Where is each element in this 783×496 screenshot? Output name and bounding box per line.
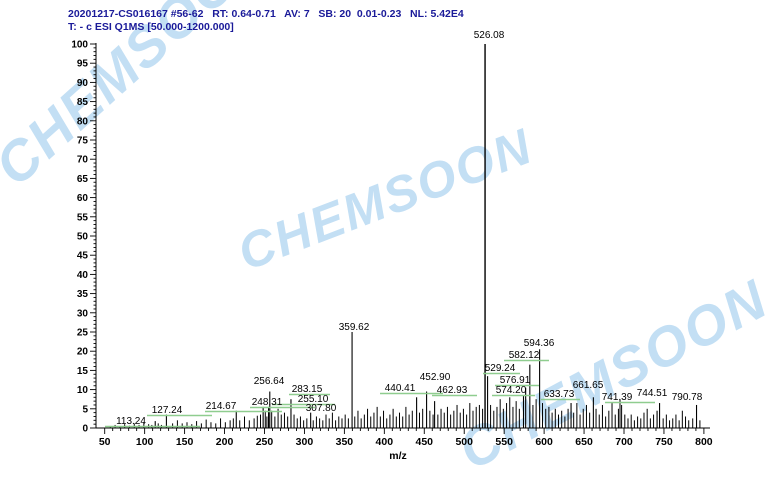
y-tick-label: 35: [77, 289, 89, 300]
peak-label: 526.08: [474, 30, 505, 41]
x-tick-label: 50: [99, 436, 111, 448]
x-tick-label: 750: [655, 436, 673, 448]
x-tick-label: 150: [176, 436, 194, 448]
peak-label: 359.62: [339, 322, 370, 333]
y-tick-label: 60: [77, 193, 89, 204]
y-tick-label: 80: [77, 116, 89, 127]
x-tick-label: 200: [216, 436, 234, 448]
peak-label: 127.24: [152, 405, 183, 416]
peak-label: 283.15: [292, 384, 323, 395]
y-tick-label: 90: [77, 78, 89, 89]
y-tick-label: 5: [82, 404, 88, 415]
peak-label: 214.67: [206, 401, 237, 412]
peak-label: 307.80: [306, 403, 337, 414]
peak-label: 256.64: [254, 376, 285, 387]
y-tick-label: 30: [77, 308, 89, 319]
x-tick-label: 500: [455, 436, 473, 448]
x-axis-title: m/z: [389, 450, 407, 462]
y-tick-label: 10: [77, 385, 89, 396]
y-tick-label: 40: [77, 270, 89, 281]
x-tick-label: 100: [136, 436, 154, 448]
y-tick-label: 55: [77, 212, 89, 223]
peak-label: 790.78: [672, 392, 703, 403]
y-tick-label: 0: [82, 424, 88, 435]
x-tick-label: 700: [615, 436, 633, 448]
x-tick-label: 250: [256, 436, 274, 448]
peak-label: 529.24: [485, 363, 516, 374]
peak-label: 574.20: [496, 385, 527, 396]
x-tick-label: 350: [336, 436, 354, 448]
peak-label: 462.93: [437, 385, 468, 396]
peak-label: 633.73: [544, 389, 575, 400]
peak-label: 741.39: [602, 392, 633, 403]
y-tick-label: 70: [77, 155, 89, 166]
peak-label: 661.65: [573, 380, 604, 391]
x-tick-label: 650: [575, 436, 593, 448]
peak-label: 594.36: [524, 338, 555, 349]
peak-label: 255.10: [298, 394, 329, 405]
y-tick-label: 50: [77, 232, 89, 243]
peak-label: 582.12: [509, 350, 540, 361]
x-tick-label: 600: [535, 436, 553, 448]
y-tick-label: 100: [71, 40, 88, 51]
y-tick-label: 75: [77, 136, 89, 147]
x-tick-label: 300: [296, 436, 314, 448]
y-tick-label: 20: [77, 347, 89, 358]
x-tick-label: 800: [695, 436, 713, 448]
y-tick-label: 65: [77, 174, 89, 185]
peak-label: 113.24: [116, 416, 146, 427]
x-tick-label: 450: [416, 436, 434, 448]
y-tick-label: 25: [77, 328, 89, 339]
x-tick-label: 550: [495, 436, 513, 448]
peak-label: 440.41: [385, 383, 416, 394]
x-tick-label: 400: [376, 436, 394, 448]
y-tick-label: 85: [77, 97, 89, 108]
peak-label: 576.91: [500, 375, 531, 386]
scan-filter-line: T: - c ESI Q1MS [50.000-1200.000]: [68, 21, 234, 33]
y-tick-label: 95: [77, 59, 89, 70]
peak-label: 744.51: [637, 388, 668, 399]
peak-label: 452.90: [420, 372, 451, 383]
y-tick-label: 15: [77, 366, 89, 377]
y-tick-label: 45: [77, 251, 89, 262]
scan-header-line: 20201217-CS016167 #56-62 RT: 0.64-0.71 A…: [68, 8, 464, 20]
peak-label: 248.31: [252, 397, 283, 408]
